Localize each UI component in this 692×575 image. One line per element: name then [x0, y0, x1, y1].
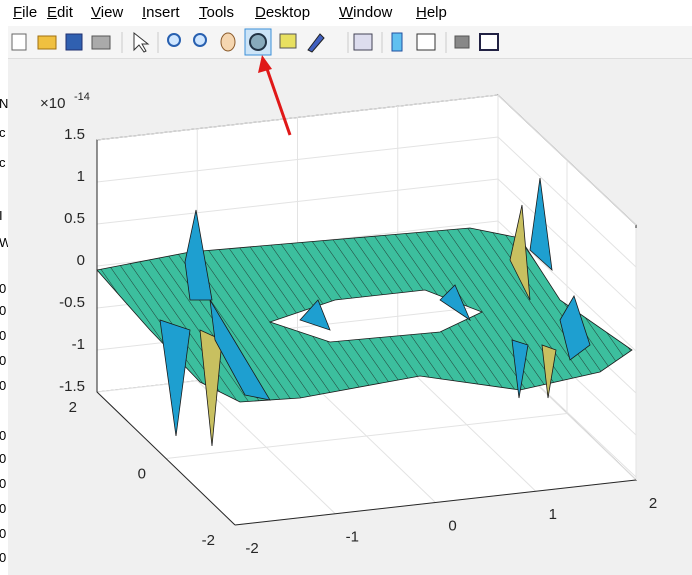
annotation-arrow [264, 65, 292, 136]
background-text: W [0, 235, 8, 250]
link-icon[interactable] [353, 33, 373, 51]
background-text: 0 [0, 353, 6, 368]
y-axis [96, 391, 236, 526]
background-text: 0 [0, 451, 6, 466]
exponent-base: ×10 [40, 95, 65, 112]
background-text: 0 [0, 501, 6, 516]
background-text: 0 [0, 428, 6, 443]
y-tick-label: 0 [138, 465, 146, 482]
background-text: c [0, 155, 6, 170]
menu-item[interactable]: View [91, 4, 124, 21]
x-tick-label: 2 [649, 495, 657, 512]
save-icon[interactable] [65, 33, 83, 51]
pan-icon[interactable] [220, 32, 236, 52]
x-tick-label: -2 [245, 540, 258, 557]
annotation-arrow-head [258, 55, 272, 73]
brush-icon[interactable] [307, 33, 325, 53]
x-axis [234, 479, 637, 526]
select-icon[interactable] [133, 31, 150, 53]
y-tick-label: -2 [202, 532, 215, 549]
background-text: 0 [0, 328, 6, 343]
menu-item[interactable]: Help [416, 4, 447, 21]
x-tick-label: -1 [346, 529, 359, 546]
menu-item[interactable]: Tools [199, 4, 235, 21]
hide-tools-icon[interactable] [454, 35, 470, 49]
z-tick-label: 1 [77, 168, 85, 185]
x-tick-label: 0 [448, 517, 456, 534]
z-tick-label: -1.5 [59, 378, 85, 395]
background-text: 0 [0, 378, 6, 393]
menu-item[interactable]: Insert [142, 4, 180, 21]
z-tick-label: 0.5 [64, 210, 85, 227]
new-icon[interactable] [11, 33, 27, 51]
background-text: N [0, 96, 8, 111]
zoom-out-icon[interactable] [193, 33, 207, 47]
y-tick-label: 2 [69, 399, 77, 416]
menu-bar: File Edit View Insert Tools Desktop Window Help [8, 0, 692, 26]
background-text: 0 [0, 550, 6, 565]
show-tools-icon[interactable] [479, 33, 499, 51]
background-text: I [0, 208, 3, 223]
print-icon[interactable] [91, 35, 111, 50]
background-text: 0 [0, 526, 6, 541]
z-tick-label: 1.5 [64, 126, 85, 143]
open-icon[interactable] [37, 35, 57, 50]
colorbar-icon[interactable] [391, 32, 403, 52]
exponent: -14 [74, 91, 90, 103]
menu-item[interactable]: Window [339, 4, 393, 21]
legend-icon[interactable] [416, 33, 436, 51]
rotate-icon [249, 33, 267, 51]
background-text: c [0, 125, 6, 140]
x-tick-label: 1 [549, 506, 557, 523]
background-text: 0 [0, 303, 6, 318]
grid-line [165, 413, 568, 459]
z-tick-label: 0 [77, 252, 85, 269]
z-tick-label: -0.5 [59, 294, 85, 311]
background-text: 0 [0, 476, 6, 491]
menu-item[interactable]: Desktop [255, 4, 311, 21]
surface [96, 177, 633, 447]
z-tick-label: -1 [72, 336, 85, 353]
background-text: 0 [0, 281, 6, 296]
toolbar-icons [11, 28, 499, 56]
toolbar [8, 26, 692, 59]
data-cursor-icon[interactable] [279, 33, 297, 49]
menu-item[interactable]: Edit [47, 4, 73, 21]
menu-item[interactable]: File [13, 4, 38, 21]
zoom-in-icon[interactable] [167, 33, 181, 47]
